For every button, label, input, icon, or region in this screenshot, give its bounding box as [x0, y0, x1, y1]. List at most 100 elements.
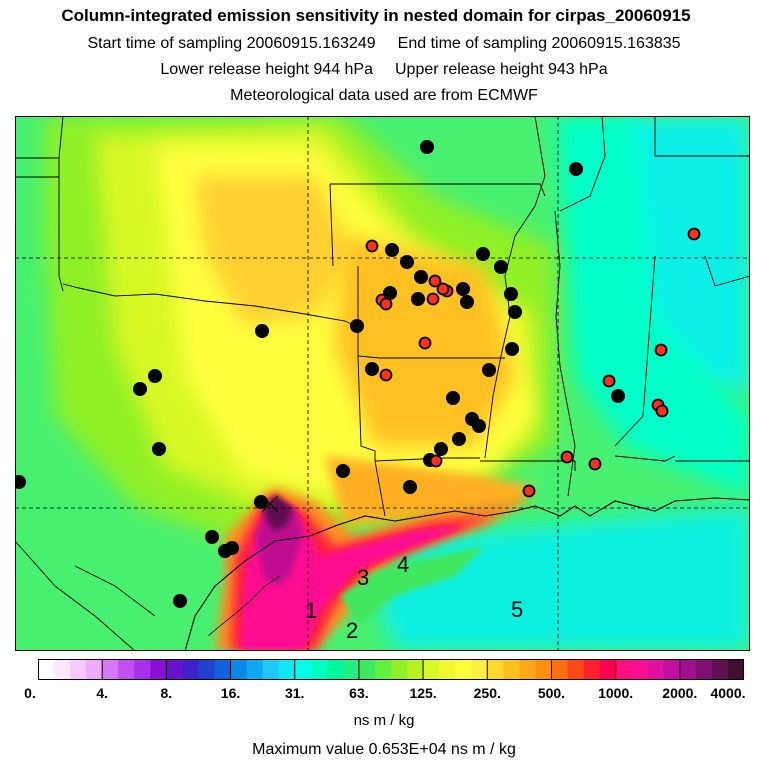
black-site-marker	[476, 247, 490, 261]
colorbar-cell	[54, 659, 71, 680]
red-site-marker	[379, 297, 393, 311]
colorbar-cell	[455, 659, 472, 680]
plot-title: Column-integrated emission sensitivity i…	[61, 6, 691, 25]
black-site-marker	[403, 480, 417, 494]
colorbar-cell	[487, 659, 504, 680]
red-site-marker	[588, 457, 602, 471]
map-canvas: 1 2 3 4 5	[15, 116, 750, 651]
black-site-marker	[254, 495, 268, 509]
black-site-marker	[400, 255, 414, 269]
black-site-marker	[152, 442, 166, 456]
colorbar-cell	[519, 659, 537, 680]
colorbar-cell	[663, 659, 681, 680]
colorbar-tick-label: 8.	[160, 685, 173, 701]
colorbar-cell	[278, 659, 296, 680]
colorbar-cell	[391, 659, 408, 680]
site-markers	[15, 140, 701, 608]
colorbar-labels: 0. 4. 8. 16. 31. 63. 125. 250. 500. 1000. 2000. 400…	[0, 685, 768, 703]
colorbar-cell	[727, 659, 744, 680]
colorbar-cell	[214, 659, 232, 680]
black-site-marker	[505, 342, 519, 356]
colorbar-cell	[503, 659, 520, 680]
colorbar-cell	[647, 659, 665, 680]
red-site-marker	[436, 282, 450, 296]
colorbar-cell	[262, 659, 280, 680]
colorbar-tick-label: 250.	[473, 685, 501, 701]
emission-sensitivity-map: 1 2 3 4 5	[15, 116, 750, 651]
colorbar-cell	[198, 659, 216, 680]
domain-labels: 1 2 3 4 5	[305, 552, 523, 643]
black-site-marker	[255, 324, 269, 338]
black-site-marker	[446, 391, 460, 405]
release-heights: Lower release height 944 hPa Upper releas…	[0, 60, 768, 80]
red-site-marker	[602, 374, 616, 388]
domain-label-2: 2	[346, 618, 358, 643]
colorbar-cell	[294, 659, 312, 680]
black-site-marker	[611, 389, 625, 403]
black-site-marker	[336, 464, 350, 478]
colorbar-cell	[310, 659, 328, 680]
colorbar-cell	[407, 659, 424, 680]
domain-label-3: 3	[357, 565, 369, 590]
sampling-times: Start time of sampling 20060915.163249 En…	[0, 34, 768, 54]
colorbar-cell	[535, 659, 553, 680]
red-site-marker	[418, 336, 432, 350]
colorbar-cell	[102, 659, 119, 680]
black-site-marker	[460, 295, 474, 309]
black-site-marker	[504, 287, 518, 301]
colorbar-tick-label: 31.	[284, 685, 305, 701]
black-site-marker	[383, 286, 397, 300]
red-site-marker	[687, 227, 701, 241]
colorbar-cell	[551, 659, 569, 680]
colorbar-cell	[246, 659, 264, 680]
black-site-marker	[482, 363, 496, 377]
colorbar-cell	[679, 659, 697, 680]
black-site-marker	[411, 292, 425, 306]
colorbar-tick-label: 4.	[96, 685, 109, 701]
colorbar-cell	[134, 659, 151, 680]
black-site-marker	[569, 162, 583, 176]
start-time-label: Start time of sampling 20060915.163249	[87, 35, 376, 52]
red-site-marker	[654, 343, 668, 357]
colorbar-tick-label: 125.	[409, 685, 437, 701]
black-site-marker	[15, 475, 26, 489]
colorbar-cell	[615, 659, 633, 680]
colorbar-cell	[631, 659, 649, 680]
black-site-marker	[205, 530, 219, 544]
maximum-value: Maximum value 0.653E+04 ns m / kg	[252, 741, 516, 758]
colorbar-cell	[583, 659, 601, 680]
colorbar-units: ns m / kg	[353, 712, 415, 729]
colorbar-cell	[471, 659, 488, 680]
colorbar-cell	[38, 659, 55, 680]
met-data-label: Meteorological data used are from ECMWF	[230, 87, 538, 104]
black-site-marker	[218, 544, 232, 558]
black-site-marker	[173, 594, 187, 608]
colorbar-cell	[711, 659, 729, 680]
colorbar-cell	[182, 659, 200, 680]
colorbar-cell	[70, 659, 87, 680]
boundaries	[15, 116, 750, 651]
colorbar-cell	[86, 659, 103, 680]
colorbar-cell	[439, 659, 456, 680]
colorbar-cell	[342, 659, 360, 680]
black-site-marker	[472, 419, 486, 433]
red-site-marker	[429, 454, 443, 468]
colorbar-tick-label: 1000.	[598, 685, 634, 701]
black-site-marker	[385, 243, 399, 257]
colorbar-cell	[374, 659, 392, 680]
black-site-marker	[494, 260, 508, 274]
red-site-marker	[655, 404, 669, 418]
colorbar-ticks	[101, 659, 681, 680]
colorbar-tick-label: 2000.	[662, 685, 698, 701]
colorbar-cell	[326, 659, 344, 680]
black-site-marker	[365, 362, 379, 376]
red-site-marker	[560, 450, 574, 464]
colorbar-cell	[358, 659, 376, 680]
black-site-marker	[414, 270, 428, 284]
colorbar-tick-label: 63.	[349, 685, 369, 701]
black-site-marker	[420, 140, 434, 154]
black-site-marker	[456, 282, 470, 296]
colorbar-tick-label: 16.	[220, 685, 241, 701]
lat-lon-grid	[15, 116, 750, 651]
black-site-marker	[508, 305, 522, 319]
